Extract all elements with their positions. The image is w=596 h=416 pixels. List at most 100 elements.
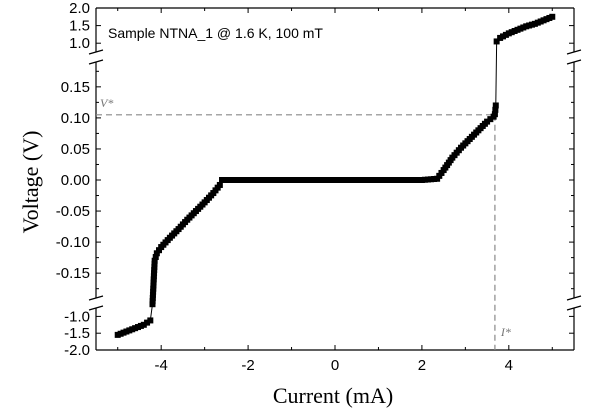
y-tick-label: -2.0 xyxy=(64,342,90,359)
data-point xyxy=(151,257,158,264)
data-point xyxy=(493,38,500,45)
data-point xyxy=(328,177,335,183)
data-point xyxy=(235,177,242,183)
axis-ticks: -2.0-1.5-1.0 -0.15 -0.10 -0.05 0.00 0.05 0.10 0… xyxy=(56,0,574,374)
data-point xyxy=(149,298,156,305)
x-tick-label: 4 xyxy=(505,357,513,374)
data-point xyxy=(492,106,499,113)
data-point xyxy=(390,177,397,183)
reference-label-i-star: I* xyxy=(500,325,511,339)
data-point xyxy=(153,250,160,257)
data-point xyxy=(291,177,298,183)
data-point xyxy=(260,177,267,183)
data-point xyxy=(266,177,273,183)
data-point xyxy=(238,177,245,183)
data-point xyxy=(300,177,307,183)
x-tick-label: 0 xyxy=(331,357,339,374)
y-tick-label: 0.05 xyxy=(61,141,90,158)
data-point xyxy=(484,118,491,125)
data-point xyxy=(222,177,229,183)
data-point xyxy=(491,111,498,118)
data-point xyxy=(150,285,157,292)
data-point xyxy=(297,177,304,183)
data-point xyxy=(381,177,388,183)
data-point xyxy=(319,177,326,183)
data-point xyxy=(341,177,348,183)
data-point xyxy=(409,177,416,183)
data-point xyxy=(144,319,151,326)
data-point xyxy=(232,177,239,183)
data-point xyxy=(273,177,280,183)
y-tick-label: 0.10 xyxy=(61,110,90,127)
data-point xyxy=(251,177,258,183)
axis-break-mark xyxy=(88,49,104,55)
data-point xyxy=(403,177,410,183)
data-point xyxy=(151,267,158,274)
data-point xyxy=(219,177,226,183)
data-point xyxy=(384,177,391,183)
data-point xyxy=(279,177,286,183)
y-tick-label: -1.0 xyxy=(64,308,90,325)
axis-break-mark xyxy=(566,49,582,55)
data-point xyxy=(288,177,295,183)
data-point xyxy=(332,177,338,183)
data-point xyxy=(285,177,292,183)
data-point xyxy=(241,177,248,183)
data-point xyxy=(338,177,345,183)
x-tick-label: -4 xyxy=(155,357,168,374)
data-point xyxy=(228,177,235,183)
y-tick-label: 0.00 xyxy=(61,172,90,189)
data-point xyxy=(424,176,431,183)
data-series xyxy=(114,13,556,338)
data-point xyxy=(400,177,407,183)
data-point xyxy=(375,177,382,183)
reference-label-v-star: V* xyxy=(100,96,113,110)
data-point xyxy=(276,177,283,183)
data-point xyxy=(269,177,276,183)
data-point xyxy=(254,177,261,183)
data-point xyxy=(150,276,157,283)
series-line xyxy=(117,16,553,336)
axis-break-mark xyxy=(88,59,104,65)
axis-break-mark xyxy=(566,295,582,301)
data-point xyxy=(245,177,252,183)
data-point xyxy=(387,177,394,183)
data-point xyxy=(152,254,159,261)
data-point xyxy=(151,260,158,267)
data-point xyxy=(140,321,147,328)
data-point xyxy=(487,116,494,123)
data-point xyxy=(307,177,314,183)
y-axis-title: Voltage (V) xyxy=(18,131,43,234)
data-point xyxy=(492,102,499,109)
data-point xyxy=(282,177,289,183)
y-tick-label: -0.10 xyxy=(56,234,90,251)
data-point xyxy=(350,177,357,183)
data-point xyxy=(225,177,232,183)
data-point xyxy=(397,177,404,183)
data-point xyxy=(431,176,438,183)
data-point xyxy=(372,177,379,183)
data-point xyxy=(344,177,351,183)
data-point xyxy=(151,263,158,270)
data-point xyxy=(356,177,363,183)
x-tick-label: 2 xyxy=(418,357,426,374)
data-point xyxy=(150,279,157,286)
axis-break-mark xyxy=(566,305,582,311)
data-point xyxy=(150,282,157,289)
axis-break-mark xyxy=(566,59,582,65)
data-point xyxy=(347,177,354,183)
data-point xyxy=(149,295,156,301)
data-point xyxy=(335,177,342,183)
data-point xyxy=(421,176,428,183)
data-point xyxy=(310,177,317,183)
data-point xyxy=(147,317,154,324)
y-tick-label: -0.15 xyxy=(56,265,90,282)
data-point xyxy=(359,177,366,183)
data-point xyxy=(418,177,425,183)
data-point xyxy=(150,273,157,280)
data-point xyxy=(369,177,376,183)
data-point xyxy=(316,177,323,183)
y-tick-label: 1.5 xyxy=(69,18,90,35)
data-point xyxy=(394,177,401,183)
